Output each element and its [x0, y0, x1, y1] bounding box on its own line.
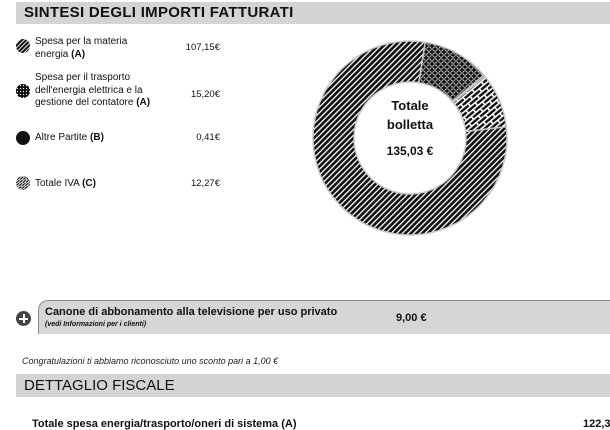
- dots-swatch-icon: [16, 84, 30, 98]
- legend-label: Altre Partite (B): [35, 132, 104, 143]
- fiscal-row-value: 122,3: [583, 418, 610, 430]
- sintesi-header: SINTESI DEGLI IMPORTI FATTURATI: [16, 2, 610, 24]
- sintesi-title: SINTESI DEGLI IMPORTI FATTURATI: [24, 4, 294, 21]
- legend-value: 15,20€: [190, 89, 220, 100]
- canone-amount: 9,00 €: [396, 312, 427, 324]
- legend-value: 0,41€: [196, 132, 220, 143]
- fiscal-row-label: Totale spesa energia/trasporto/oneri di …: [32, 418, 297, 430]
- legend-label: Totale IVA (C): [35, 178, 96, 189]
- total-label-line1: Totale: [391, 98, 429, 113]
- legend-label: Spesa per la materia energia (A): [35, 36, 128, 60]
- brick-swatch-icon: [16, 176, 30, 190]
- fiscal-row: Totale spesa energia/trasporto/oneri di …: [32, 418, 610, 430]
- expand-plus-icon[interactable]: [16, 311, 31, 326]
- canone-tv-box: Canone di abbonamento alla televisione p…: [38, 300, 610, 334]
- canone-title: Canone di abbonamento alla televisione p…: [45, 306, 338, 318]
- legend-value: 107,15€: [185, 42, 220, 53]
- donut-center-label: Totale bolletta 135,03 €: [355, 84, 465, 158]
- legend-label: Spesa per il trasporto dell'energia elet…: [35, 72, 151, 108]
- discount-note: Congratulazioni ti abbiamo riconosciuto …: [22, 356, 279, 366]
- total-label-line2: bolletta: [386, 117, 434, 132]
- dettaglio-fiscale-header: DETTAGLIO FISCALE: [16, 374, 610, 397]
- segment-energia: [312, 40, 508, 236]
- legend-value: 12,27€: [190, 178, 220, 189]
- donut-chart: [312, 40, 508, 236]
- total-amount: 135,03 €: [386, 144, 434, 158]
- solid-swatch-icon: [16, 131, 30, 145]
- canone-info-link: (vedi Informazioni per i clienti): [45, 321, 147, 328]
- diagonal-hatch-swatch-icon: [16, 39, 30, 53]
- dettaglio-fiscale-title: DETTAGLIO FISCALE: [24, 377, 175, 394]
